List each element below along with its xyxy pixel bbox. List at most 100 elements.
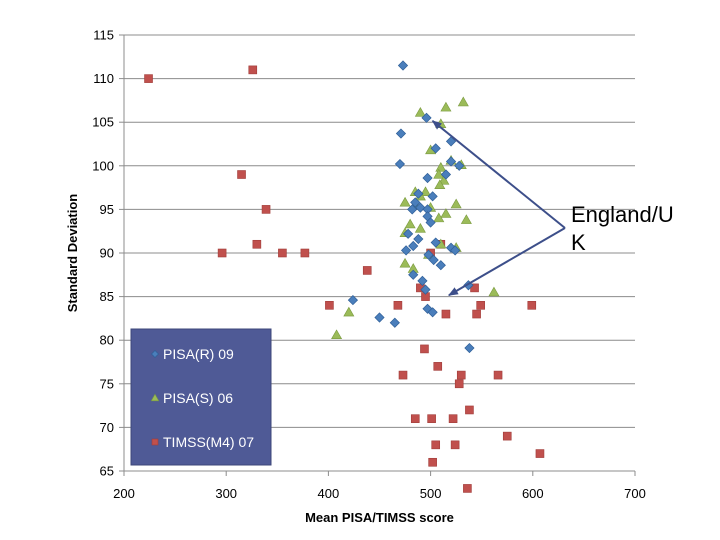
y-tick-label: 85	[100, 289, 114, 304]
legend-label-1: PISA(S) 06	[163, 390, 233, 406]
x-tick-label: 300	[215, 486, 237, 501]
legend-marker-1	[150, 393, 160, 402]
data-point	[488, 286, 500, 297]
data-point	[430, 143, 441, 154]
y-tick-label: 100	[92, 158, 114, 173]
data-point	[450, 245, 461, 256]
y-tick-label: 95	[100, 202, 114, 217]
data-point	[414, 107, 426, 117]
data-point	[535, 449, 545, 458]
data-point	[398, 370, 408, 380]
x-tick-label: 700	[624, 486, 646, 501]
data-point	[430, 237, 441, 248]
data-point	[399, 257, 411, 268]
series-1	[331, 96, 500, 340]
y-tick-label: 90	[100, 246, 114, 261]
data-point	[425, 217, 436, 228]
x-tick-label: 400	[318, 486, 340, 501]
data-point	[440, 169, 452, 180]
data-point	[407, 204, 418, 215]
data-point	[362, 266, 372, 275]
data-point	[433, 168, 445, 179]
data-point	[428, 254, 439, 266]
data-point	[261, 205, 271, 214]
data-point	[325, 301, 334, 310]
data-point	[300, 248, 310, 258]
data-point	[410, 414, 420, 423]
data-point	[393, 301, 403, 310]
data-point	[408, 269, 419, 280]
data-point	[347, 294, 359, 306]
data-point	[440, 208, 452, 218]
data-point	[454, 379, 464, 389]
data-point	[465, 405, 474, 415]
data-point	[448, 414, 458, 423]
data-point	[423, 249, 434, 260]
data-point	[403, 228, 414, 239]
data-point	[374, 312, 385, 323]
data-point	[217, 248, 227, 258]
annotation: England/U K	[431, 120, 674, 297]
y-tick-label: 80	[100, 333, 114, 348]
data-point	[434, 179, 446, 190]
data-point	[343, 306, 355, 317]
data-point	[415, 202, 426, 213]
data-point	[440, 101, 452, 112]
data-point	[454, 160, 465, 171]
data-point	[237, 170, 246, 179]
data-point	[431, 440, 441, 450]
data-point	[427, 414, 436, 423]
data-point	[400, 245, 412, 256]
data-point	[144, 74, 153, 83]
legend: PISA(R) 09 PISA(S) 06 TIMSS(M4) 07	[130, 328, 272, 466]
data-point	[445, 242, 457, 253]
data-point	[399, 196, 411, 207]
data-point	[427, 307, 438, 318]
data-point	[414, 222, 426, 233]
data-point	[493, 370, 503, 380]
data-point	[428, 457, 437, 467]
annotation-label: K	[571, 230, 586, 255]
data-point	[404, 218, 416, 229]
data-point	[395, 128, 407, 139]
data-point	[435, 260, 446, 271]
data-point	[420, 284, 431, 295]
data-point	[417, 275, 428, 286]
data-point	[433, 362, 443, 371]
data-points	[144, 60, 545, 493]
data-point	[450, 198, 462, 209]
axes: 65 70 75 80 85 90 95 100 105 110 115 200 300 400 500 60…	[65, 28, 646, 526]
y-tick-label: 65	[100, 464, 114, 479]
data-point	[441, 309, 451, 319]
data-point	[472, 309, 481, 319]
data-point	[435, 161, 447, 172]
data-point	[422, 172, 433, 184]
annotation-arrow-2	[448, 227, 566, 297]
y-tick-label: 70	[100, 420, 114, 435]
legend-label-0: PISA(R) 09	[163, 346, 234, 362]
data-point	[476, 301, 485, 310]
data-point	[463, 484, 472, 493]
legend-marker-0	[151, 350, 159, 358]
data-point	[248, 65, 258, 75]
y-axis-title: Standard Deviation	[65, 194, 80, 313]
data-point	[420, 344, 429, 354]
data-point	[460, 214, 472, 224]
annotation-label: England/U	[571, 202, 674, 227]
legend-marker-2	[151, 438, 159, 446]
data-point	[394, 158, 406, 170]
data-point	[457, 96, 469, 107]
data-point	[331, 329, 343, 340]
x-axis-title: Mean PISA/TIMSS score	[305, 510, 454, 525]
data-point	[433, 212, 445, 223]
data-point	[278, 248, 287, 258]
data-point	[397, 60, 409, 71]
annotation-arrow-1	[431, 120, 566, 229]
data-point	[464, 342, 475, 354]
y-tick-label: 110	[93, 71, 114, 86]
data-point	[410, 197, 421, 208]
data-point	[408, 240, 419, 252]
data-point	[252, 239, 262, 249]
data-point	[502, 431, 512, 441]
